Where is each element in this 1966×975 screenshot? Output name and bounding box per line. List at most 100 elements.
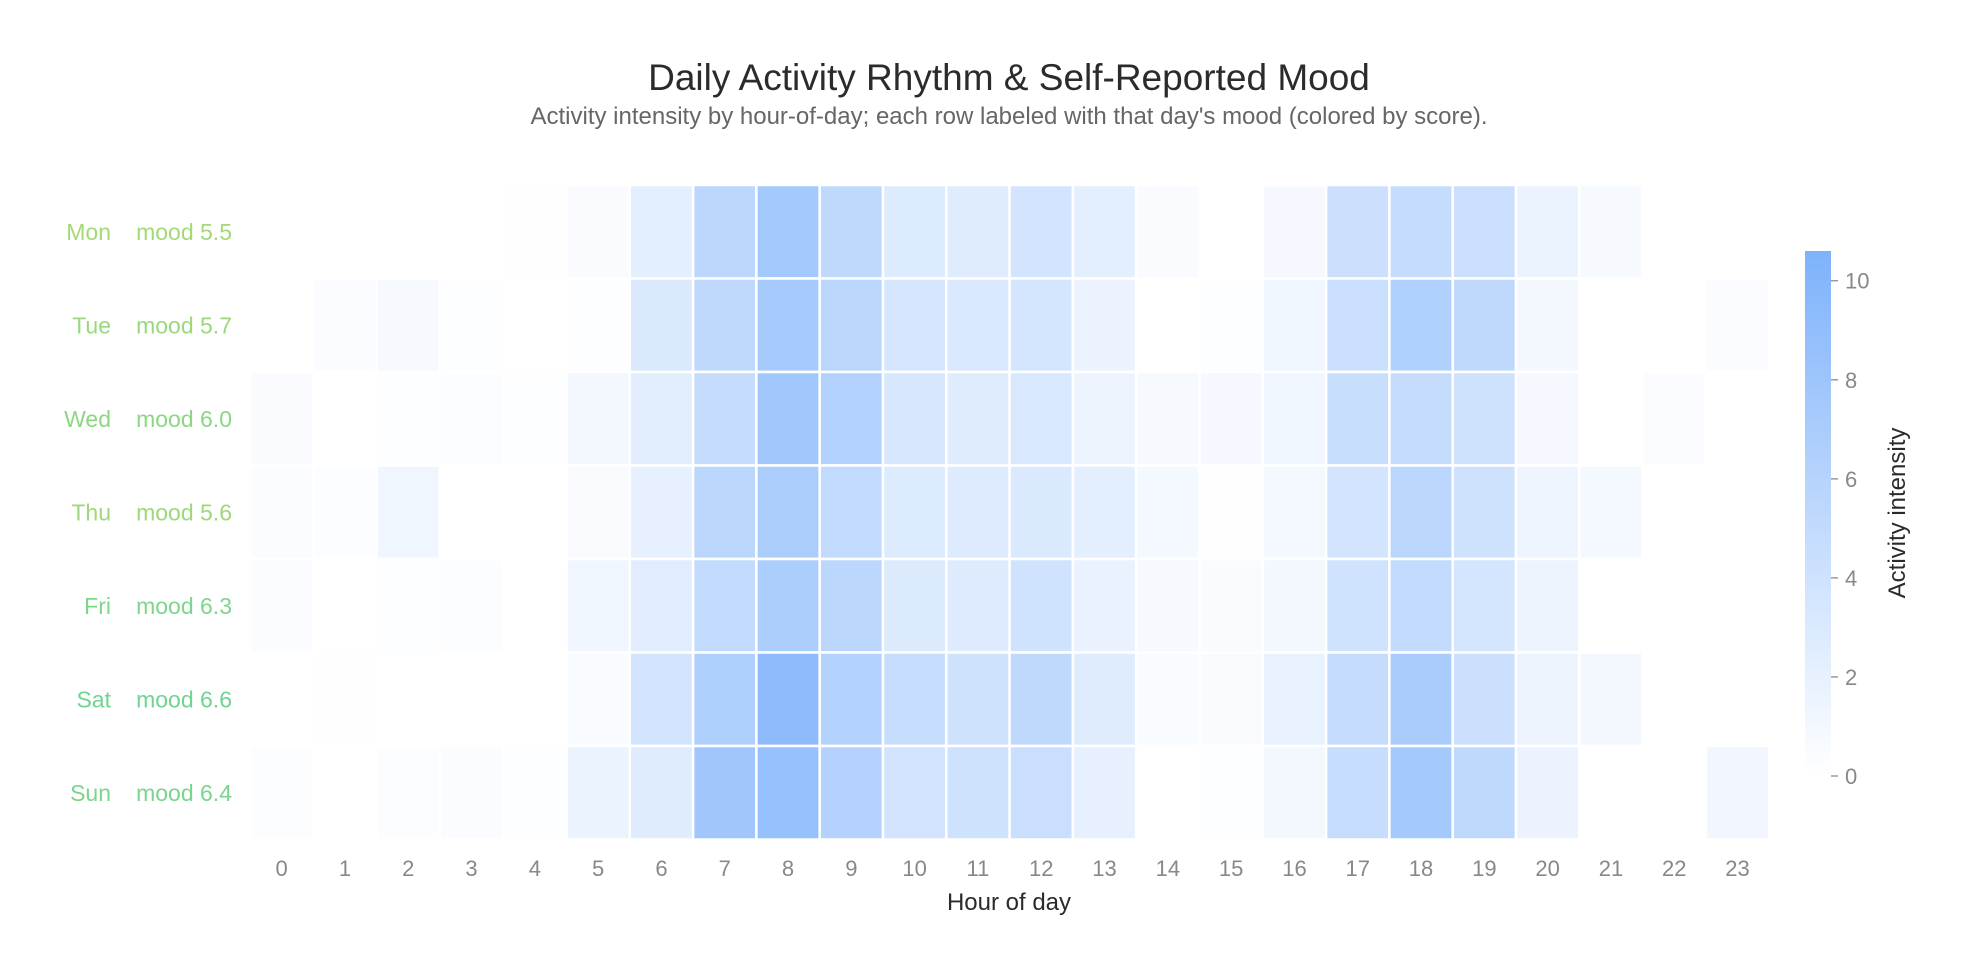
x-axis-label: Hour of day	[947, 889, 1071, 916]
heatmap-cell	[1641, 183, 1708, 280]
heatmap-cell	[438, 744, 505, 841]
heatmap-cell	[1451, 744, 1518, 841]
x-tick-label: 4	[529, 856, 541, 881]
heatmap-cell	[1514, 370, 1581, 467]
heatmap-cell	[1008, 651, 1075, 748]
heatmap-cell	[1261, 277, 1328, 374]
x-tick-label: 21	[1599, 856, 1623, 881]
heatmap-cell	[881, 277, 948, 374]
heatmap-cell	[1514, 744, 1581, 841]
heatmap-cell	[1008, 557, 1075, 654]
heatmap-cell	[1641, 277, 1708, 374]
x-tick-label: 9	[845, 856, 857, 881]
heatmap-cell	[1451, 370, 1518, 467]
row-day-label: Wed	[64, 406, 111, 432]
heatmap-cell	[1451, 277, 1518, 374]
heatmap-cell	[1134, 183, 1201, 280]
row-day-label: Thu	[71, 499, 111, 525]
heatmap-cell	[818, 557, 885, 654]
heatmap-cell	[755, 277, 821, 374]
x-tick-label: 1	[339, 856, 351, 881]
x-tick-label: 15	[1219, 856, 1243, 881]
heatmap-cell	[691, 277, 758, 374]
heatmap-cell	[248, 183, 315, 280]
heatmap-cell	[1451, 183, 1518, 280]
heatmap-cell	[818, 183, 885, 280]
heatmap-cell	[881, 744, 948, 841]
heatmap-cell	[438, 183, 505, 280]
heatmap-cell	[691, 651, 758, 748]
heatmap-cell	[1134, 744, 1201, 841]
row-day-label: Sat	[76, 686, 111, 712]
heatmap-cell	[565, 557, 632, 654]
heatmap-cell	[1008, 370, 1075, 467]
heatmap-cell	[1641, 744, 1708, 841]
heatmap-cell	[691, 744, 758, 841]
colorbar-tick-label: 6	[1845, 467, 1857, 492]
heatmap-cell	[1324, 557, 1391, 654]
row-day-label: Fri	[84, 593, 111, 619]
heatmap-cell	[755, 744, 821, 841]
x-tick-label: 2	[402, 856, 414, 881]
heatmap-cell	[691, 464, 758, 561]
colorbar-tick-label: 0	[1845, 764, 1857, 789]
colorbar-tick-label: 10	[1845, 269, 1869, 294]
heatmap-cell	[1198, 744, 1265, 841]
x-tick-label: 19	[1472, 856, 1496, 881]
heatmap-cell	[312, 557, 378, 654]
row-mood-label: mood 5.6	[136, 499, 232, 525]
heatmap-cell	[312, 464, 378, 561]
heatmap-cell	[1324, 370, 1391, 467]
x-tick-label: 3	[465, 856, 477, 881]
heatmap-cell	[628, 744, 695, 841]
heatmap-cell	[755, 183, 821, 280]
heatmap-cell	[565, 277, 632, 374]
heatmap-cell	[1578, 464, 1644, 561]
heatmap-cell	[501, 651, 568, 748]
heatmap-cell	[818, 651, 885, 748]
chart-subtitle: Activity intensity by hour-of-day; each …	[530, 103, 1487, 130]
heatmap-cell	[881, 370, 948, 467]
heatmap-cell	[1578, 277, 1644, 374]
heatmap-cell	[945, 277, 1011, 374]
row-day-label: Sun	[70, 780, 111, 806]
heatmap-cell	[248, 464, 315, 561]
chart-title: Daily Activity Rhythm & Self-Reported Mo…	[648, 57, 1370, 98]
heatmap-cells	[248, 183, 1771, 841]
heatmap-cell	[691, 183, 758, 280]
heatmap-cell	[1198, 370, 1265, 467]
heatmap-cell	[1261, 651, 1328, 748]
heatmap-cell	[1704, 744, 1771, 841]
row-mood-label: mood 6.3	[136, 593, 232, 619]
heatmap-cell	[1198, 557, 1265, 654]
heatmap-cell	[312, 370, 378, 467]
heatmap-cell	[501, 744, 568, 841]
heatmap-cell	[1704, 651, 1771, 748]
heatmap-cell	[1578, 557, 1644, 654]
heatmap-cell	[1388, 464, 1454, 561]
x-axis-ticks: 0 1 2 3 4 5 6 7 8 9 10 11 12 13 14 15 16 17 18 19 20 21 22 23	[276, 856, 1750, 881]
heatmap-cell	[1071, 744, 1138, 841]
heatmap-cell	[1388, 557, 1454, 654]
heatmap-cell	[248, 557, 315, 654]
heatmap-cell	[565, 464, 632, 561]
heatmap-cell	[1388, 651, 1454, 748]
heatmap-cell	[1134, 651, 1201, 748]
heatmap-cell	[1388, 744, 1454, 841]
heatmap-cell	[1451, 557, 1518, 654]
colorbar-ticks: 0 2 4 6 8 10	[1831, 269, 1869, 789]
heatmap-cell	[818, 464, 885, 561]
heatmap-cell	[1261, 464, 1328, 561]
x-tick-label: 6	[655, 856, 667, 881]
heatmap-cell	[1134, 464, 1201, 561]
heatmap-cell	[1198, 277, 1265, 374]
heatmap-cell	[1514, 464, 1581, 561]
heatmap-cell	[501, 557, 568, 654]
heatmap-cell	[248, 651, 315, 748]
heatmap-cell	[565, 183, 632, 280]
heatmap-cell	[818, 370, 885, 467]
x-tick-label: 8	[782, 856, 794, 881]
heatmap-cell	[1071, 557, 1138, 654]
heatmap-cell	[1324, 651, 1391, 748]
heatmap-cell	[1641, 557, 1708, 654]
